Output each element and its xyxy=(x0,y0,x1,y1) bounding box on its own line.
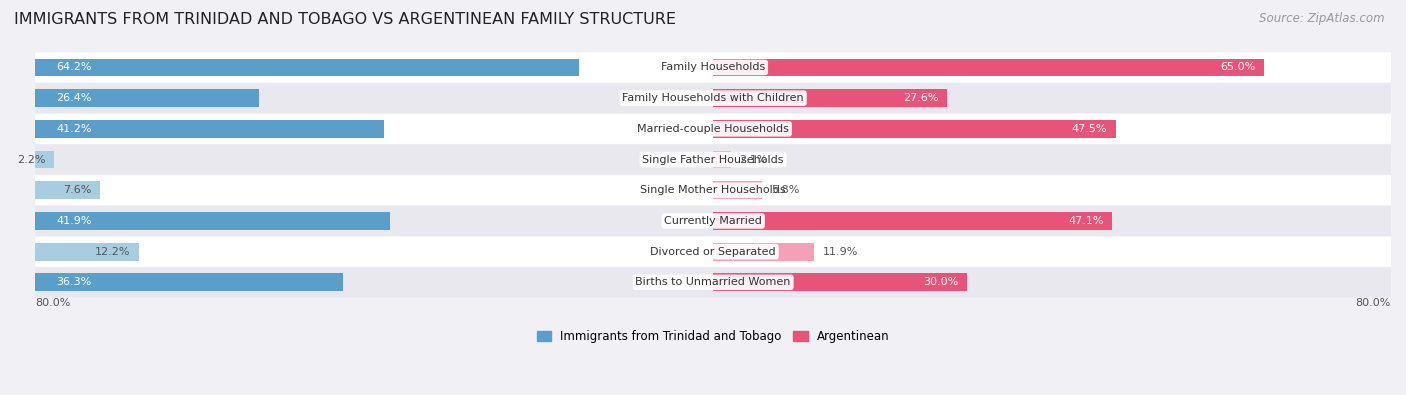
Bar xyxy=(35,89,259,107)
Bar xyxy=(713,273,967,291)
Text: IMMIGRANTS FROM TRINIDAD AND TOBAGO VS ARGENTINEAN FAMILY STRUCTURE: IMMIGRANTS FROM TRINIDAD AND TOBAGO VS A… xyxy=(14,12,676,27)
Text: 36.3%: 36.3% xyxy=(56,277,91,287)
Bar xyxy=(35,212,391,230)
Bar xyxy=(713,89,948,107)
Text: 2.2%: 2.2% xyxy=(17,154,45,165)
Bar xyxy=(713,120,1115,138)
FancyBboxPatch shape xyxy=(35,53,1391,83)
Text: 41.2%: 41.2% xyxy=(56,124,91,134)
Text: 5.8%: 5.8% xyxy=(770,185,799,195)
Bar xyxy=(35,273,343,291)
Bar xyxy=(35,181,100,199)
Bar xyxy=(713,243,814,261)
Text: Married-couple Households: Married-couple Households xyxy=(637,124,789,134)
Text: Births to Unmarried Women: Births to Unmarried Women xyxy=(636,277,790,287)
Text: Divorced or Separated: Divorced or Separated xyxy=(651,246,776,257)
Text: Currently Married: Currently Married xyxy=(664,216,762,226)
FancyBboxPatch shape xyxy=(35,114,1391,144)
Bar xyxy=(35,120,384,138)
Text: 11.9%: 11.9% xyxy=(823,246,858,257)
Legend: Immigrants from Trinidad and Tobago, Argentinean: Immigrants from Trinidad and Tobago, Arg… xyxy=(531,325,894,348)
Text: Family Households with Children: Family Households with Children xyxy=(623,93,804,103)
Text: Single Father Households: Single Father Households xyxy=(643,154,785,165)
Text: 64.2%: 64.2% xyxy=(56,62,91,72)
Text: 47.5%: 47.5% xyxy=(1071,124,1107,134)
Text: Family Households: Family Households xyxy=(661,62,765,72)
FancyBboxPatch shape xyxy=(35,206,1391,236)
FancyBboxPatch shape xyxy=(35,237,1391,267)
Text: 27.6%: 27.6% xyxy=(903,93,939,103)
Text: 80.0%: 80.0% xyxy=(35,298,70,308)
Text: Source: ZipAtlas.com: Source: ZipAtlas.com xyxy=(1260,12,1385,25)
Bar xyxy=(35,243,139,261)
FancyBboxPatch shape xyxy=(35,83,1391,113)
Text: 2.1%: 2.1% xyxy=(740,154,768,165)
Text: 26.4%: 26.4% xyxy=(56,93,91,103)
Text: 80.0%: 80.0% xyxy=(1355,298,1391,308)
Text: 47.1%: 47.1% xyxy=(1069,216,1104,226)
Bar xyxy=(713,58,1264,76)
Bar xyxy=(35,58,579,76)
Bar xyxy=(713,150,731,168)
Bar xyxy=(713,181,762,199)
Bar xyxy=(713,212,1112,230)
FancyBboxPatch shape xyxy=(35,175,1391,205)
Text: 7.6%: 7.6% xyxy=(63,185,91,195)
Text: 41.9%: 41.9% xyxy=(56,216,91,226)
FancyBboxPatch shape xyxy=(35,267,1391,297)
Bar xyxy=(35,150,53,168)
FancyBboxPatch shape xyxy=(35,145,1391,175)
Text: 12.2%: 12.2% xyxy=(94,246,131,257)
Text: 65.0%: 65.0% xyxy=(1220,62,1256,72)
Text: 30.0%: 30.0% xyxy=(924,277,959,287)
Text: Single Mother Households: Single Mother Households xyxy=(640,185,786,195)
